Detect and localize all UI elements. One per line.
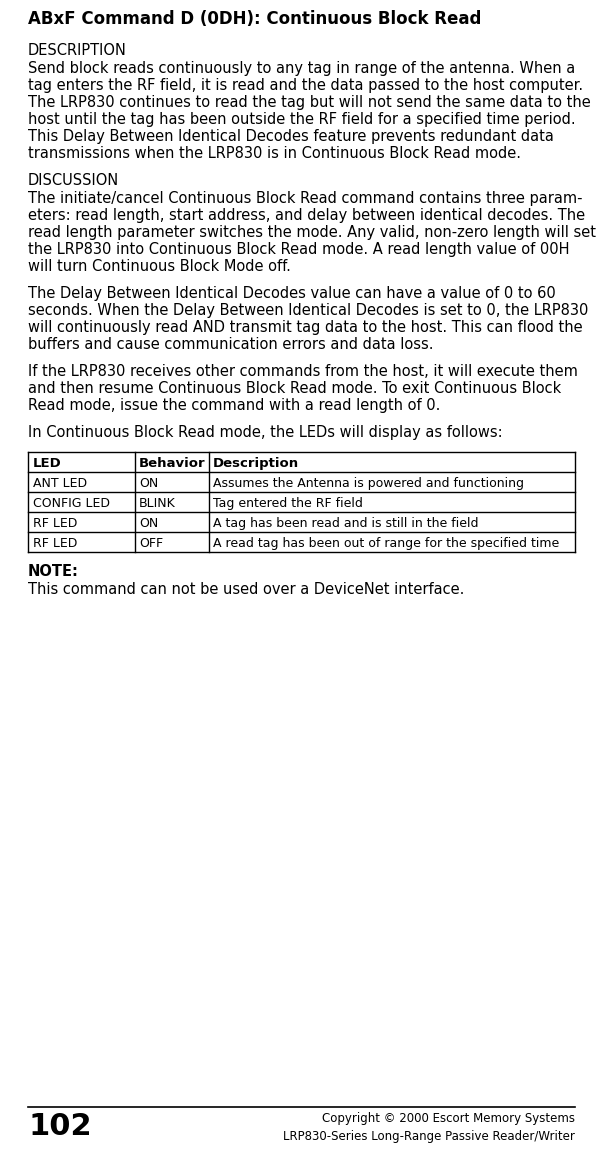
Text: DESCRIPTION: DESCRIPTION xyxy=(28,43,127,58)
Text: ANT LED: ANT LED xyxy=(33,476,87,490)
Text: Behavior: Behavior xyxy=(139,457,206,469)
Text: CONFIG LED: CONFIG LED xyxy=(33,497,110,510)
Text: Send block reads continuously to any tag in range of the antenna. When a: Send block reads continuously to any tag… xyxy=(28,60,575,76)
Text: Assumes the Antenna is powered and functioning: Assumes the Antenna is powered and funct… xyxy=(213,476,524,490)
Text: BLINK: BLINK xyxy=(139,497,175,510)
Text: OFF: OFF xyxy=(139,537,163,550)
Text: The Delay Between Identical Decodes value can have a value of 0 to 60: The Delay Between Identical Decodes valu… xyxy=(28,286,556,301)
Text: eters: read length, start address, and delay between identical decodes. The: eters: read length, start address, and d… xyxy=(28,208,585,223)
Text: A tag has been read and is still in the field: A tag has been read and is still in the … xyxy=(213,517,478,530)
Text: transmissions when the LRP830 is in Continuous Block Read mode.: transmissions when the LRP830 is in Cont… xyxy=(28,146,521,162)
Text: the LRP830 into Continuous Block Read mode. A read length value of 00H: the LRP830 into Continuous Block Read mo… xyxy=(28,242,570,257)
Text: ON: ON xyxy=(139,517,158,530)
Text: will continuously read AND transmit tag data to the host. This can flood the: will continuously read AND transmit tag … xyxy=(28,320,582,335)
Text: If the LRP830 receives other commands from the host, it will execute them: If the LRP830 receives other commands fr… xyxy=(28,364,578,379)
Text: In Continuous Block Read mode, the LEDs will display as follows:: In Continuous Block Read mode, the LEDs … xyxy=(28,425,502,440)
Text: will turn Continuous Block Mode off.: will turn Continuous Block Mode off. xyxy=(28,259,291,274)
Text: The LRP830 continues to read the tag but will not send the same data to the: The LRP830 continues to read the tag but… xyxy=(28,95,591,110)
Text: ON: ON xyxy=(139,476,158,490)
Text: buffers and cause communication errors and data loss.: buffers and cause communication errors a… xyxy=(28,337,433,352)
Text: ABxF Command D (0DH): Continuous Block Read: ABxF Command D (0DH): Continuous Block R… xyxy=(28,10,481,28)
Text: host until the tag has been outside the RF field for a specified time period.: host until the tag has been outside the … xyxy=(28,112,576,127)
Text: Read mode, issue the command with a read length of 0.: Read mode, issue the command with a read… xyxy=(28,399,441,413)
Text: NOTE:: NOTE: xyxy=(28,564,79,579)
Text: tag enters the RF field, it is read and the data passed to the host computer.: tag enters the RF field, it is read and … xyxy=(28,78,583,93)
Text: LED: LED xyxy=(33,457,62,469)
Text: A read tag has been out of range for the specified time: A read tag has been out of range for the… xyxy=(213,537,560,550)
Text: DISCUSSION: DISCUSSION xyxy=(28,173,119,188)
Text: seconds. When the Delay Between Identical Decodes is set to 0, the LRP830: seconds. When the Delay Between Identica… xyxy=(28,303,588,318)
Text: The initiate/cancel Continuous Block Read command contains three param-: The initiate/cancel Continuous Block Rea… xyxy=(28,191,582,206)
Text: Description: Description xyxy=(213,457,299,469)
Text: RF LED: RF LED xyxy=(33,537,78,550)
Text: and then resume Continuous Block Read mode. To exit Continuous Block: and then resume Continuous Block Read mo… xyxy=(28,381,561,396)
Text: read length parameter switches the mode. Any valid, non-zero length will set: read length parameter switches the mode.… xyxy=(28,225,596,241)
Text: RF LED: RF LED xyxy=(33,517,78,530)
Text: This Delay Between Identical Decodes feature prevents redundant data: This Delay Between Identical Decodes fea… xyxy=(28,129,554,144)
Text: Tag entered the RF field: Tag entered the RF field xyxy=(213,497,363,510)
Text: This command can not be used over a DeviceNet interface.: This command can not be used over a Devi… xyxy=(28,582,465,597)
Text: 102: 102 xyxy=(28,1112,91,1141)
Text: Copyright © 2000 Escort Memory Systems
LRP830-Series Long-Range Passive Reader/W: Copyright © 2000 Escort Memory Systems L… xyxy=(283,1112,575,1143)
